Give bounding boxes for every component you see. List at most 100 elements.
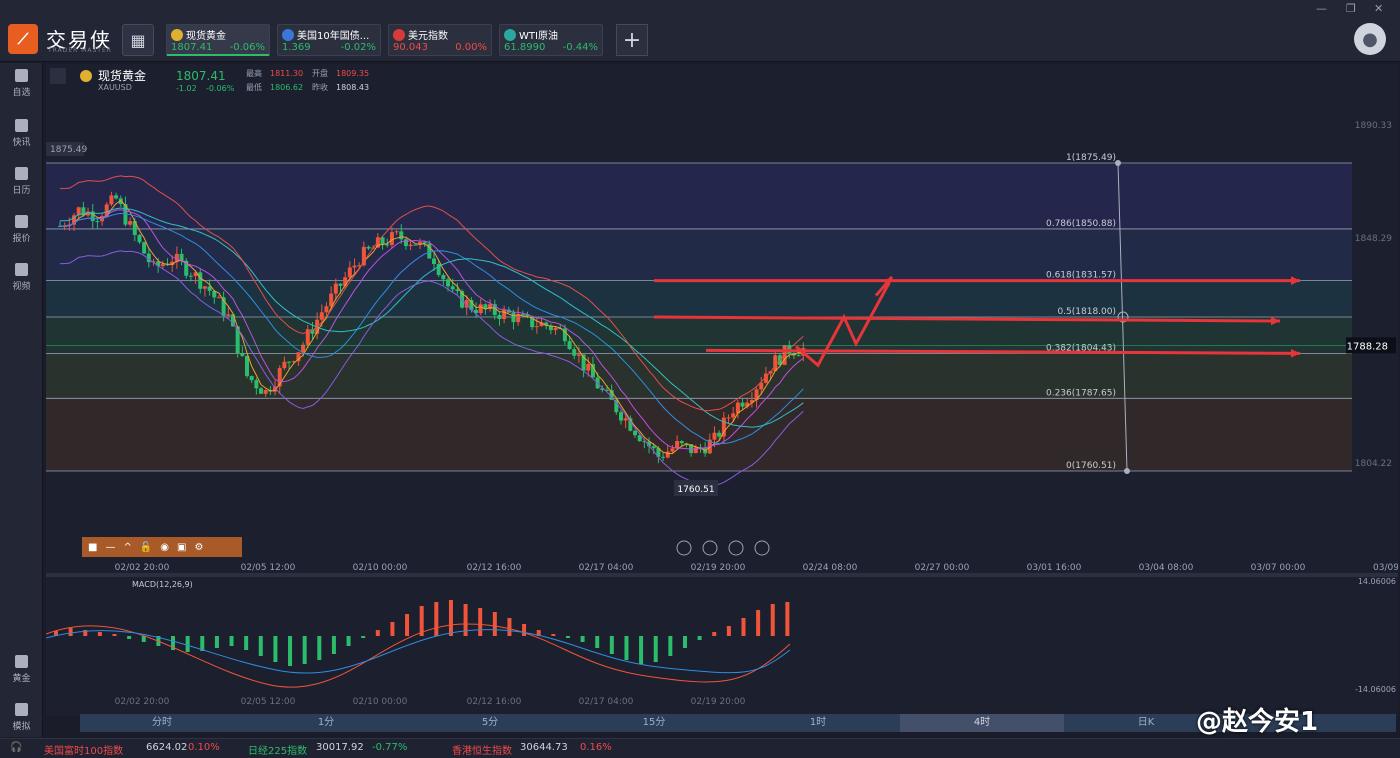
status-name: 美国富时100指数 — [44, 746, 124, 757]
candle-body — [287, 361, 292, 363]
sidebar-item-5[interactable]: 黄金 — [0, 655, 43, 684]
quote-tab-price: 61.8990 — [504, 42, 546, 53]
eye-icon[interactable]: ◉ — [160, 541, 170, 553]
candle-body — [296, 352, 301, 362]
chart-area[interactable]: 1(1875.49) 0.786(1850.88) 0.618(1831.57) 0.… — [45, 64, 1399, 716]
sidebar-item-2[interactable]: 日历 — [0, 167, 43, 196]
period-tab[interactable]: 日K — [1137, 717, 1155, 728]
candle-body — [675, 441, 680, 449]
candle-body — [361, 246, 366, 266]
sidebar-item-4[interactable]: 视频 — [0, 263, 43, 292]
price-chart-svg[interactable]: 1(1875.49) 0.786(1850.88) 0.618(1831.57) 0.… — [45, 64, 1399, 716]
user-avatar[interactable]: ● — [1354, 23, 1386, 55]
candle-body — [90, 211, 95, 222]
candle-body — [773, 355, 778, 372]
sidebar-item-label: 自选 — [12, 88, 31, 98]
candle-body — [137, 234, 142, 243]
period-tab[interactable]: 分时 — [152, 717, 172, 728]
candle-body — [226, 314, 231, 316]
add-quote-button[interactable]: + — [616, 24, 648, 56]
zoom-out-icon[interactable] — [676, 540, 692, 556]
candle-body — [488, 304, 493, 309]
candle-body — [633, 430, 638, 436]
sidebar-item-1[interactable]: 快讯 — [0, 119, 43, 148]
time-axis-label: 02/19 20:00 — [691, 697, 746, 707]
grid-icon: ▦ — [130, 30, 146, 50]
fib-band — [46, 317, 1352, 354]
macd-bar — [171, 636, 176, 650]
minimize-icon[interactable]: — — [1316, 2, 1327, 15]
period-tab[interactable]: 4时 — [900, 714, 1064, 732]
period-tab[interactable]: 1分 — [317, 717, 335, 728]
stat-value: 1809.35 — [336, 69, 369, 78]
period-tab[interactable]: 5分 — [481, 717, 499, 728]
macd-bar — [405, 614, 410, 636]
drawing-toolbar[interactable]: ■ — ^ 🔓 ◉ ▣ ⚙ — [82, 537, 242, 557]
candle-body — [455, 289, 460, 292]
candle-body — [614, 399, 619, 413]
fib-label: 0.382(1804.43) — [1046, 343, 1116, 353]
ma-cyan — [60, 207, 804, 428]
close-icon[interactable]: ✕ — [1374, 2, 1384, 15]
candle-body — [749, 399, 754, 403]
trash-icon[interactable]: ▣ — [177, 541, 187, 553]
line-width-icon[interactable]: ^ — [123, 541, 132, 553]
fib-label: 1(1875.49) — [1066, 153, 1116, 163]
candle-body — [511, 312, 516, 323]
candle-body — [282, 361, 287, 369]
app-logo-icon: ⟋ — [8, 24, 38, 54]
time-axis-label: 02/19 20:00 — [691, 563, 746, 573]
macd-bar — [331, 636, 336, 654]
sidebar-item-6[interactable]: 模拟 — [0, 703, 43, 732]
candle-body — [324, 306, 329, 313]
quote-tab[interactable]: 现货黄金 1807.41 -0.06% — [166, 24, 270, 56]
macd-bar — [112, 634, 117, 636]
candle-body — [76, 207, 81, 216]
left-sidebar: 自选快讯日历报价视频黄金模拟 — [0, 63, 43, 737]
sidebar-item-3[interactable]: 报价 — [0, 215, 43, 244]
sidebar-item-label: 视频 — [12, 282, 31, 292]
axis-price-label: 1804.22 — [1355, 459, 1392, 469]
red-arrow-head — [1270, 316, 1280, 326]
candle-body — [408, 244, 413, 246]
quote-tab-change: -0.02% — [340, 42, 376, 53]
period-tab[interactable]: 15分 — [642, 717, 666, 728]
candle-body — [221, 297, 226, 316]
time-axis-label: 02/27 00:00 — [915, 563, 970, 573]
macd-bar — [507, 618, 512, 636]
candle-body — [609, 390, 614, 400]
candle-body — [483, 304, 488, 309]
stat-value: 1808.43 — [336, 83, 369, 92]
candle-body — [572, 349, 577, 356]
period-tab[interactable]: 1时 — [809, 717, 827, 728]
candle-body — [581, 354, 586, 371]
bar-chart-icon — [282, 28, 294, 41]
oil-drop-icon — [504, 28, 516, 41]
quote-tab[interactable]: 美国10年国债... 1.369 -0.02% — [277, 24, 381, 56]
candle-body — [198, 272, 203, 289]
quote-tab[interactable]: WTI原油 61.8990 -0.44% — [499, 24, 603, 56]
candle-body — [207, 286, 212, 291]
color-swatch-icon[interactable]: ■ — [88, 541, 98, 553]
candle-body — [310, 329, 315, 334]
close-chart-button[interactable] — [50, 68, 66, 84]
sidebar-item-0[interactable]: 自选 — [0, 69, 43, 98]
quote-tab[interactable]: 美元指数 90.043 0.00% — [388, 24, 492, 56]
candle-body — [156, 261, 161, 267]
skip-back-icon[interactable] — [702, 540, 718, 556]
candle-body — [109, 195, 114, 205]
zoom-in-icon[interactable] — [754, 540, 770, 556]
macd-bar — [580, 636, 585, 642]
grid-menu-button[interactable]: ▦ — [122, 24, 154, 56]
headset-icon[interactable]: 🎧 — [10, 742, 23, 753]
candle-body — [347, 267, 352, 278]
settings-icon[interactable]: ⚙ — [194, 541, 204, 553]
restore-icon[interactable]: ❐ — [1346, 2, 1356, 15]
stat-label: 最高 — [246, 68, 262, 78]
candle-body — [389, 232, 394, 245]
candle-body — [263, 390, 268, 394]
line-style-icon[interactable]: — — [105, 541, 116, 553]
low-marker-box — [674, 480, 718, 496]
unlock-icon[interactable]: 🔓 — [139, 541, 153, 553]
skip-forward-icon[interactable] — [728, 540, 744, 556]
